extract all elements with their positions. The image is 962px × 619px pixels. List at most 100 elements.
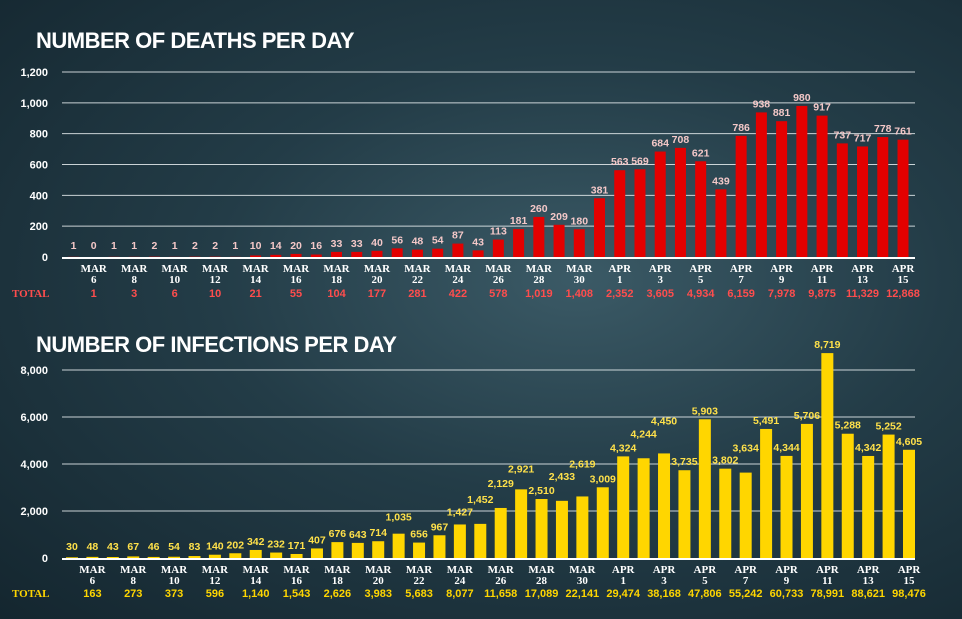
deaths-value-label: 1 bbox=[232, 240, 238, 252]
deaths-bar bbox=[735, 135, 747, 257]
deaths-total-label: TOTAL bbox=[12, 288, 50, 300]
deaths-bar bbox=[290, 253, 302, 257]
infections-value-label: 2,510 bbox=[528, 485, 554, 497]
infections-bar bbox=[331, 542, 344, 558]
x-tick-day: 30 bbox=[574, 274, 586, 286]
infections-bar bbox=[596, 487, 609, 558]
x-tick-month: APR bbox=[770, 263, 794, 275]
infections-value-label: 5,903 bbox=[692, 405, 718, 417]
x-tick-day: 12 bbox=[209, 575, 221, 587]
x-tick-day: 10 bbox=[169, 575, 181, 587]
infections-value-label: 2,433 bbox=[549, 471, 575, 483]
x-tick-month: MAR bbox=[242, 263, 269, 275]
deaths-total-value: 281 bbox=[408, 288, 426, 300]
x-tick-month: APR bbox=[892, 263, 916, 275]
x-tick-day: 13 bbox=[863, 575, 875, 587]
infections-value-label: 3,802 bbox=[712, 455, 738, 467]
x-tick-day: 1 bbox=[620, 575, 626, 587]
deaths-bar bbox=[310, 254, 322, 257]
infections-bar bbox=[576, 496, 589, 558]
deaths-value-label: 2 bbox=[212, 240, 218, 252]
infections-bar bbox=[555, 500, 568, 558]
deaths-value-label: 33 bbox=[331, 238, 343, 250]
infections-value-label: 1,427 bbox=[447, 506, 473, 518]
infections-bar bbox=[290, 553, 303, 558]
x-tick-month: MAR bbox=[79, 564, 106, 576]
deaths-value-label: 0 bbox=[91, 240, 97, 252]
y-tick-label: 600 bbox=[30, 160, 48, 172]
x-tick-day: 6 bbox=[91, 274, 97, 286]
x-tick-month: MAR bbox=[161, 564, 188, 576]
deaths-value-label: 40 bbox=[371, 237, 383, 249]
deaths-bar bbox=[411, 249, 423, 257]
infections-bar bbox=[270, 552, 283, 558]
deaths-bar bbox=[877, 137, 889, 257]
x-tick-day: 8 bbox=[131, 274, 137, 286]
deaths-value-label: 56 bbox=[391, 234, 403, 246]
infections-bar bbox=[413, 542, 426, 558]
deaths-value-label: 10 bbox=[250, 240, 262, 252]
deaths-bar bbox=[533, 216, 545, 257]
x-tick-month: MAR bbox=[404, 263, 431, 275]
infections-bar bbox=[637, 458, 650, 558]
x-tick-day: 15 bbox=[904, 575, 916, 587]
deaths-total-value: 9,875 bbox=[808, 288, 836, 300]
infections-value-label: 4,244 bbox=[630, 428, 656, 440]
infections-bar bbox=[392, 533, 405, 558]
infections-chart-title: NUMBER OF INFECTIONS PER DAY bbox=[36, 332, 397, 357]
x-tick-month: APR bbox=[612, 564, 636, 576]
deaths-value-label: 87 bbox=[452, 230, 464, 242]
infections-total-value: 38,168 bbox=[647, 588, 681, 600]
infections-bar bbox=[127, 556, 140, 558]
x-tick-month: APR bbox=[734, 564, 758, 576]
deaths-value-label: 2 bbox=[152, 240, 158, 252]
infections-bar bbox=[168, 556, 181, 559]
infections-value-label: 5,706 bbox=[794, 410, 820, 422]
deaths-bar bbox=[695, 161, 707, 257]
x-tick-day: 24 bbox=[452, 274, 464, 286]
infections-bar bbox=[86, 556, 99, 559]
x-tick-day: 10 bbox=[169, 274, 181, 286]
deaths-value-label: 54 bbox=[432, 235, 444, 247]
x-tick-month: APR bbox=[649, 263, 673, 275]
infections-bar bbox=[372, 541, 385, 558]
deaths-bar bbox=[715, 189, 727, 257]
deaths-value-label: 209 bbox=[550, 211, 568, 223]
deaths-value-label: 14 bbox=[270, 240, 282, 252]
deaths-value-label: 48 bbox=[412, 236, 424, 248]
infections-value-label: 3,009 bbox=[590, 473, 616, 485]
deaths-value-label: 917 bbox=[813, 102, 831, 114]
y-tick-label: 6,000 bbox=[20, 412, 48, 424]
infections-value-label: 643 bbox=[349, 529, 367, 541]
infections-value-label: 67 bbox=[127, 541, 139, 553]
infections-total-value: 273 bbox=[124, 588, 142, 600]
deaths-total-value: 3,605 bbox=[646, 288, 674, 300]
infections-bar bbox=[474, 523, 487, 558]
x-tick-day: 26 bbox=[495, 575, 507, 587]
infections-value-label: 2,921 bbox=[508, 463, 534, 475]
y-tick-label: 0 bbox=[42, 252, 48, 264]
x-tick-month: MAR bbox=[121, 263, 148, 275]
x-tick-month: APR bbox=[811, 263, 835, 275]
infections-value-label: 1,452 bbox=[467, 494, 493, 506]
infections-bar bbox=[106, 556, 119, 559]
y-tick-label: 400 bbox=[30, 190, 48, 202]
infections-value-label: 714 bbox=[369, 527, 387, 539]
x-tick-month: APR bbox=[653, 564, 677, 576]
x-tick-month: MAR bbox=[445, 263, 472, 275]
infections-bar bbox=[249, 549, 262, 558]
x-tick-day: 3 bbox=[661, 575, 667, 587]
deaths-bar bbox=[270, 254, 282, 257]
deaths-value-label: 381 bbox=[591, 184, 609, 196]
infections-value-label: 43 bbox=[107, 541, 119, 553]
infections-bar bbox=[433, 535, 446, 558]
infections-value-label: 4,344 bbox=[773, 442, 799, 454]
deaths-value-label: 881 bbox=[773, 107, 791, 119]
deaths-bar bbox=[452, 243, 464, 257]
deaths-total-value: 21 bbox=[249, 288, 261, 300]
x-tick-month: MAR bbox=[488, 564, 515, 576]
infections-bar bbox=[658, 453, 671, 558]
x-tick-day: 11 bbox=[822, 575, 832, 587]
